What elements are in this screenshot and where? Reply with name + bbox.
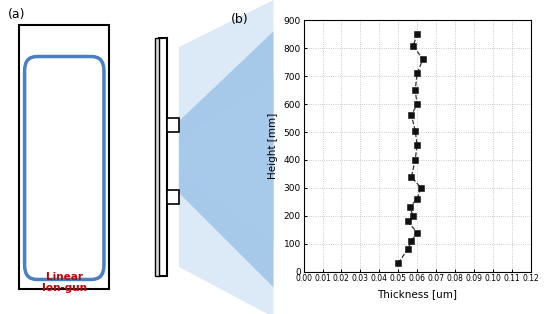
- Text: (a): (a): [8, 8, 26, 21]
- X-axis label: Thickness [um]: Thickness [um]: [377, 289, 457, 299]
- FancyBboxPatch shape: [19, 25, 109, 289]
- Text: Linear
Ion-gun: Linear Ion-gun: [42, 272, 87, 293]
- FancyBboxPatch shape: [167, 190, 179, 204]
- FancyBboxPatch shape: [167, 118, 179, 132]
- FancyBboxPatch shape: [159, 38, 167, 276]
- FancyBboxPatch shape: [25, 57, 104, 279]
- Polygon shape: [179, 0, 274, 314]
- Polygon shape: [179, 78, 274, 242]
- Polygon shape: [179, 31, 274, 287]
- Text: (b): (b): [231, 13, 248, 26]
- Y-axis label: Height [mm]: Height [mm]: [268, 113, 278, 179]
- FancyBboxPatch shape: [155, 38, 159, 276]
